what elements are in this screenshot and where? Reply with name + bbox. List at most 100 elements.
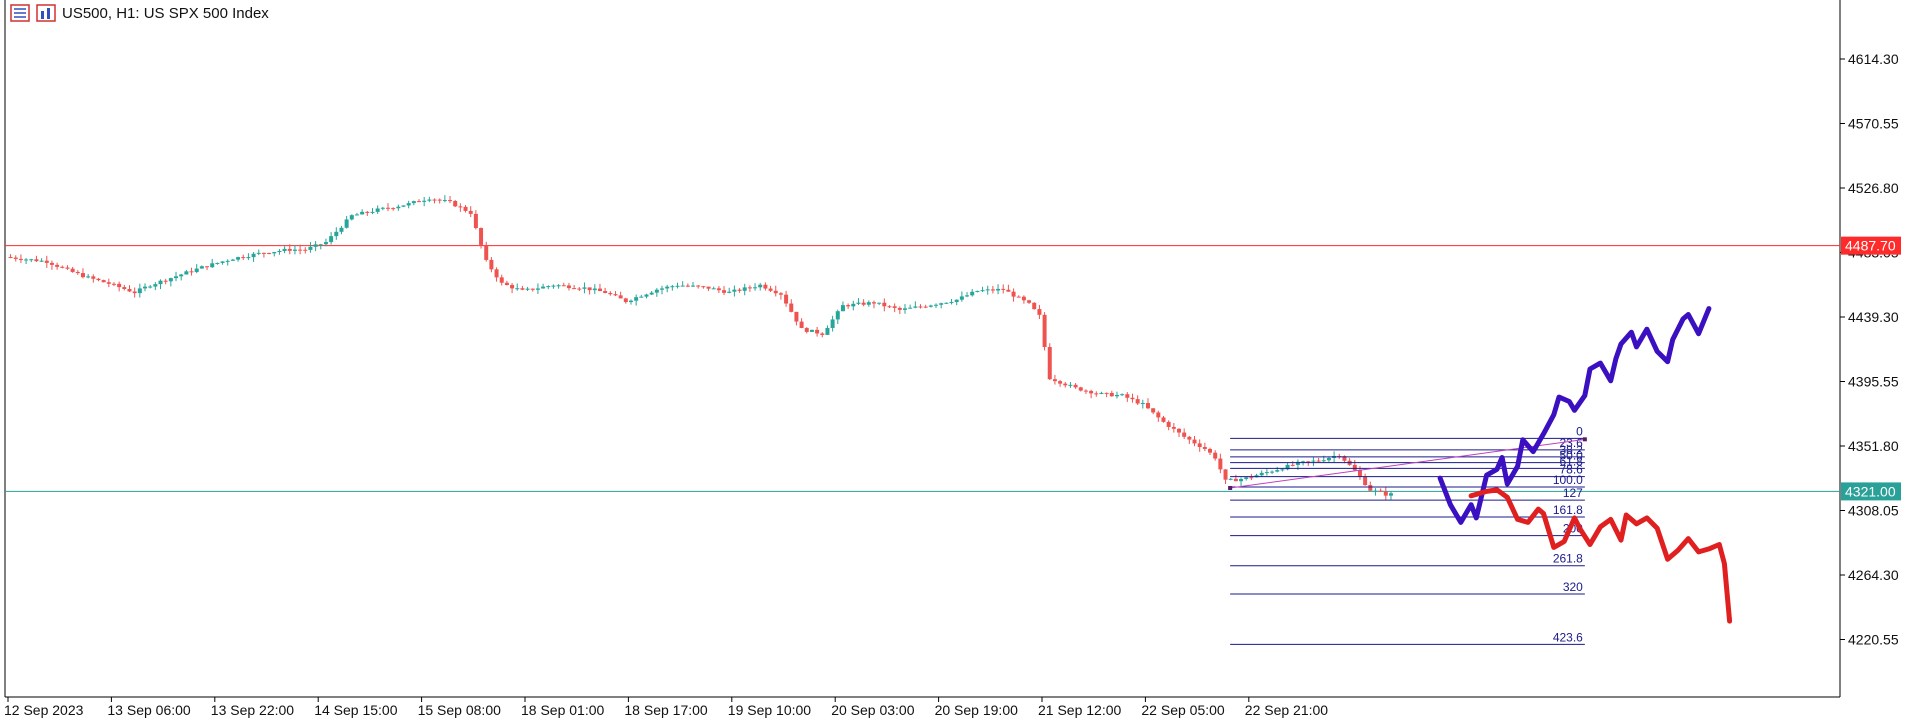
candle-body — [515, 288, 520, 290]
candle-body — [577, 288, 582, 290]
candle-body — [799, 321, 804, 329]
candle-body — [489, 259, 494, 270]
candle-body — [639, 296, 644, 298]
candle-body — [758, 284, 763, 288]
candle-body — [1259, 472, 1264, 476]
candle-body — [825, 327, 830, 335]
fibonacci-tool[interactable]: 023.638.250.061.878.6100.0127161.8200261… — [1228, 424, 1587, 645]
candle-body — [877, 302, 882, 304]
candle-body — [737, 289, 742, 291]
candle-body — [49, 262, 54, 265]
candle-body — [1156, 412, 1161, 418]
candle-body — [1161, 417, 1166, 422]
candle-body — [846, 305, 851, 307]
candle-body — [1151, 408, 1156, 413]
candle-body — [60, 266, 65, 268]
candle-body — [75, 271, 80, 274]
candle-body — [623, 298, 628, 303]
candle-body — [1073, 384, 1078, 388]
candle-body — [1326, 457, 1331, 461]
candle-body — [1285, 464, 1290, 470]
candle-body — [168, 278, 173, 282]
candle-body — [815, 329, 820, 334]
candle-body — [608, 292, 613, 295]
candle-body — [944, 302, 949, 304]
chart-properties-icon[interactable] — [36, 4, 56, 22]
x-tick-label: 12 Sep 2023 — [4, 702, 84, 718]
candle-body — [1233, 478, 1238, 482]
candle-body — [504, 282, 509, 286]
candle-body — [1171, 426, 1176, 429]
chart-header: US500, H1: US SPX 500 Index — [10, 2, 269, 24]
candle-body — [949, 302, 954, 304]
candle-body — [908, 307, 913, 309]
candle-body — [117, 283, 122, 288]
candle-body — [675, 285, 680, 287]
candle-body — [556, 285, 561, 287]
candle-body — [1378, 490, 1383, 492]
x-tick-label: 22 Sep 05:00 — [1141, 702, 1225, 718]
candle-body — [365, 211, 370, 213]
projection-bearish-path[interactable] — [1468, 487, 1733, 624]
candle-body — [39, 260, 44, 262]
candle-body — [882, 302, 887, 307]
candle-body — [292, 249, 297, 251]
candle-body — [1011, 291, 1016, 297]
candle-body — [287, 248, 292, 251]
symbol-label: US500, H1: US SPX 500 Index — [62, 4, 269, 22]
candle-body — [417, 201, 422, 203]
candle-body — [298, 249, 303, 251]
x-tick-label: 21 Sep 12:00 — [1038, 702, 1122, 718]
price-level-tag — [1841, 482, 1901, 501]
fib-anchor-point[interactable] — [1228, 485, 1233, 490]
fib-level-label: 78.6 — [1559, 463, 1583, 477]
candle-body — [1001, 288, 1006, 290]
y-tick-label: 4614.30 — [1848, 51, 1899, 67]
candle-body — [520, 288, 525, 290]
candle-body — [329, 236, 334, 243]
y-tick-label: 4395.55 — [1848, 374, 1899, 390]
candle-body — [1052, 379, 1057, 382]
candle-body — [685, 285, 690, 287]
fib-anchor-point[interactable] — [1582, 437, 1587, 442]
candle-body — [80, 273, 85, 278]
candle-body — [541, 286, 546, 289]
candle-body — [396, 206, 401, 209]
candle-body — [458, 206, 463, 208]
candle-body — [1352, 464, 1357, 471]
candle-body — [1120, 394, 1125, 396]
candle-body — [153, 284, 158, 287]
candle-body — [174, 276, 179, 279]
candle-body — [308, 246, 313, 250]
candle-body — [18, 258, 23, 261]
candle-body — [1182, 432, 1187, 437]
candle-body — [1208, 448, 1213, 453]
candle-body — [1311, 460, 1316, 462]
candle-body — [448, 200, 453, 202]
candle-body — [572, 288, 577, 290]
candle-body — [44, 260, 49, 263]
candle-body — [1357, 470, 1362, 477]
candle-body — [230, 259, 235, 261]
candle-body — [711, 288, 716, 290]
projection-bullish-path[interactable] — [1437, 306, 1712, 525]
candle-body — [380, 207, 385, 209]
candle-body — [184, 271, 189, 275]
candle-body — [660, 288, 665, 290]
candle-body — [1280, 469, 1285, 471]
candle-body — [996, 288, 1001, 291]
candle-body — [391, 208, 396, 210]
candle-body — [778, 293, 783, 295]
y-tick-label: 4570.55 — [1848, 116, 1899, 132]
candle-body — [349, 215, 354, 220]
candle-body — [148, 286, 153, 288]
candle-body — [272, 252, 277, 254]
chart-list-icon[interactable] — [10, 4, 30, 22]
candle-body — [385, 207, 390, 209]
y-tick-label: 4308.05 — [1848, 503, 1899, 519]
x-tick-label: 14 Sep 15:00 — [314, 702, 398, 718]
candle-body — [597, 288, 602, 292]
candle-body — [1290, 464, 1295, 466]
